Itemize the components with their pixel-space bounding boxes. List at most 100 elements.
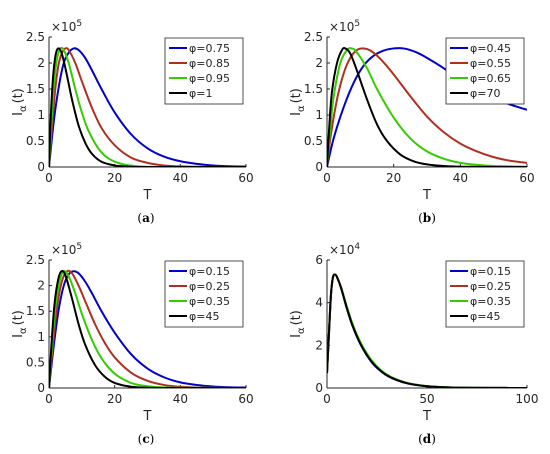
legend-entry: φ=0.45 xyxy=(470,42,511,55)
x-tick-label: 50 xyxy=(419,392,434,406)
chart-panel-c: 0 20 40 60 0 0.5 1 1.5 2 2.5 ×105 T Iα (t) φ=0.15 φ=0.2… xyxy=(11,242,254,446)
x-tick-label: 20 xyxy=(107,171,122,185)
legend-entry: φ=0.15 xyxy=(189,265,230,278)
series-line xyxy=(49,270,246,388)
y-tick-label: 2.5 xyxy=(26,253,45,267)
x-tick-label: 40 xyxy=(173,392,188,406)
legend: φ=0.75 φ=0.85 φ=0.95 φ=1 xyxy=(164,37,244,105)
y-tick-label: 1 xyxy=(37,108,45,122)
y-tick-label: 1.5 xyxy=(26,82,45,96)
series-line xyxy=(327,273,527,388)
legend-entry: φ=1 xyxy=(189,87,212,100)
y-tick-label: 1 xyxy=(315,108,323,122)
caption-close: ) xyxy=(150,432,155,446)
x-axis-label: T xyxy=(422,409,431,424)
chart-panel-b: 0 20 40 60 0 0.5 1 1.5 2 2.5 ×105 T Iα (t) φ=0.45 φ=0.5… xyxy=(289,19,535,225)
y-axis-label-tail: (t) xyxy=(11,310,26,325)
axis-multiplier: ×104 xyxy=(329,242,360,257)
y-axis-label: Iα (t) xyxy=(289,310,307,338)
panel-caption: (b) xyxy=(418,211,436,225)
legend-entry: φ=0.25 xyxy=(189,280,230,293)
legend-entry: φ=0.35 xyxy=(189,295,230,308)
axis-multiplier: ×105 xyxy=(51,19,82,34)
x-tick-label: 60 xyxy=(238,171,253,185)
y-axis-label-tail: (t) xyxy=(289,88,304,103)
caption-close: ) xyxy=(150,211,155,225)
y-tick-label: 1 xyxy=(37,330,45,344)
caption-close: ) xyxy=(431,211,436,225)
caption-close: ) xyxy=(431,432,436,446)
series-line xyxy=(327,47,527,167)
y-axis-label-tail: (t) xyxy=(289,310,304,325)
y-tick-label: 0.5 xyxy=(26,134,45,148)
x-tick-label: 40 xyxy=(453,171,468,185)
y-axis-label: Iα (t) xyxy=(11,310,29,338)
caption-open: ( xyxy=(138,432,143,446)
axis-multiplier: ×105 xyxy=(329,19,360,34)
y-axis-label-subscript: α xyxy=(296,327,307,334)
chart-panel-d: 0 50 1000246×104TIα(t)φ=0.15φ=0.25φ=0.35φ=… xyxy=(289,242,538,446)
caption-open: ( xyxy=(418,211,423,225)
series-line xyxy=(49,269,246,388)
y-tick-label: 0 xyxy=(37,160,45,174)
x-tick-label: 0 xyxy=(45,392,53,406)
chart-panel-a: 0 20 40 60 0 0.5 1 1.5 2 2.5 ×105 T Iα (t) φ=0.75 φ=0.8… xyxy=(11,19,254,225)
caption-letter: d xyxy=(423,432,432,446)
y-axis-label: Iα (t) xyxy=(289,88,307,116)
legend-entry: φ=0.25 xyxy=(470,280,511,293)
x-tick-label: 0 xyxy=(323,171,331,185)
legend-entry: φ=70 xyxy=(470,87,500,100)
panel-caption: (d) xyxy=(418,432,436,446)
y-axis-label: Iα (t) xyxy=(11,88,29,116)
y-tick-label: 0 xyxy=(315,381,323,395)
y-tick-label: 2.5 xyxy=(304,30,323,44)
legend-entry: φ=0.65 xyxy=(470,72,511,85)
caption-letter: a xyxy=(142,211,150,225)
y-tick-label: 0 xyxy=(315,160,323,174)
x-tick-label: 60 xyxy=(238,392,253,406)
y-tick-label: 0.5 xyxy=(26,355,45,369)
legend-entry: φ=0.35 xyxy=(470,295,511,308)
legend-entry: φ=0.55 xyxy=(470,57,511,70)
caption-letter: b xyxy=(423,211,431,225)
y-tick-label: 1.5 xyxy=(26,304,45,318)
axis-multiplier-exponent: 4 xyxy=(354,242,360,252)
y-axis-label-main: I xyxy=(11,334,26,338)
y-tick-label: 6 xyxy=(315,253,323,267)
legend: φ=0.15 φ=0.25 φ=0.35 φ=45 xyxy=(445,260,525,328)
y-tick-label: 1.5 xyxy=(304,82,323,96)
y-tick-label: 4 xyxy=(315,296,323,310)
axis-multiplier-exponent: 5 xyxy=(76,242,82,252)
caption-letter: c xyxy=(142,432,149,446)
caption-open: ( xyxy=(137,211,142,225)
legend-entry: φ=0.75 xyxy=(189,42,230,55)
legend-entry: φ=0.15 xyxy=(470,265,511,278)
legend-entry: φ=0.85 xyxy=(189,57,230,70)
y-axis-label-subscript: α xyxy=(296,105,307,112)
axis-multiplier: ×105 xyxy=(51,242,82,257)
y-axis-label-tail: (t) xyxy=(11,88,26,103)
y-tick-label: 0 xyxy=(37,381,45,395)
series-line xyxy=(49,47,246,167)
x-axis-label: T xyxy=(422,188,431,203)
x-axis-label: T xyxy=(143,409,152,424)
series-line xyxy=(49,269,246,388)
legend-entry: φ=45 xyxy=(189,310,219,323)
y-axis-label-subscript: α xyxy=(18,327,29,334)
x-tick-label: 100 xyxy=(516,392,539,406)
panel-caption: (a) xyxy=(137,211,154,225)
legend-entry: φ=45 xyxy=(470,310,500,323)
y-tick-label: 2 xyxy=(315,56,323,70)
legend: φ=0.45 φ=0.55 φ=0.65 φ=70 xyxy=(445,37,525,105)
y-axis-label-subscript: α xyxy=(18,105,29,112)
y-axis-label-main: I xyxy=(289,334,304,338)
legend-entry: φ=0.95 xyxy=(189,72,230,85)
y-axis-label-main: I xyxy=(11,112,26,116)
y-tick-label: 2.5 xyxy=(26,30,45,44)
caption-open: ( xyxy=(418,432,423,446)
x-tick-label: 60 xyxy=(519,171,534,185)
x-tick-label: 0 xyxy=(45,171,53,185)
y-tick-label: 2 xyxy=(37,56,45,70)
x-tick-label: 40 xyxy=(173,171,188,185)
